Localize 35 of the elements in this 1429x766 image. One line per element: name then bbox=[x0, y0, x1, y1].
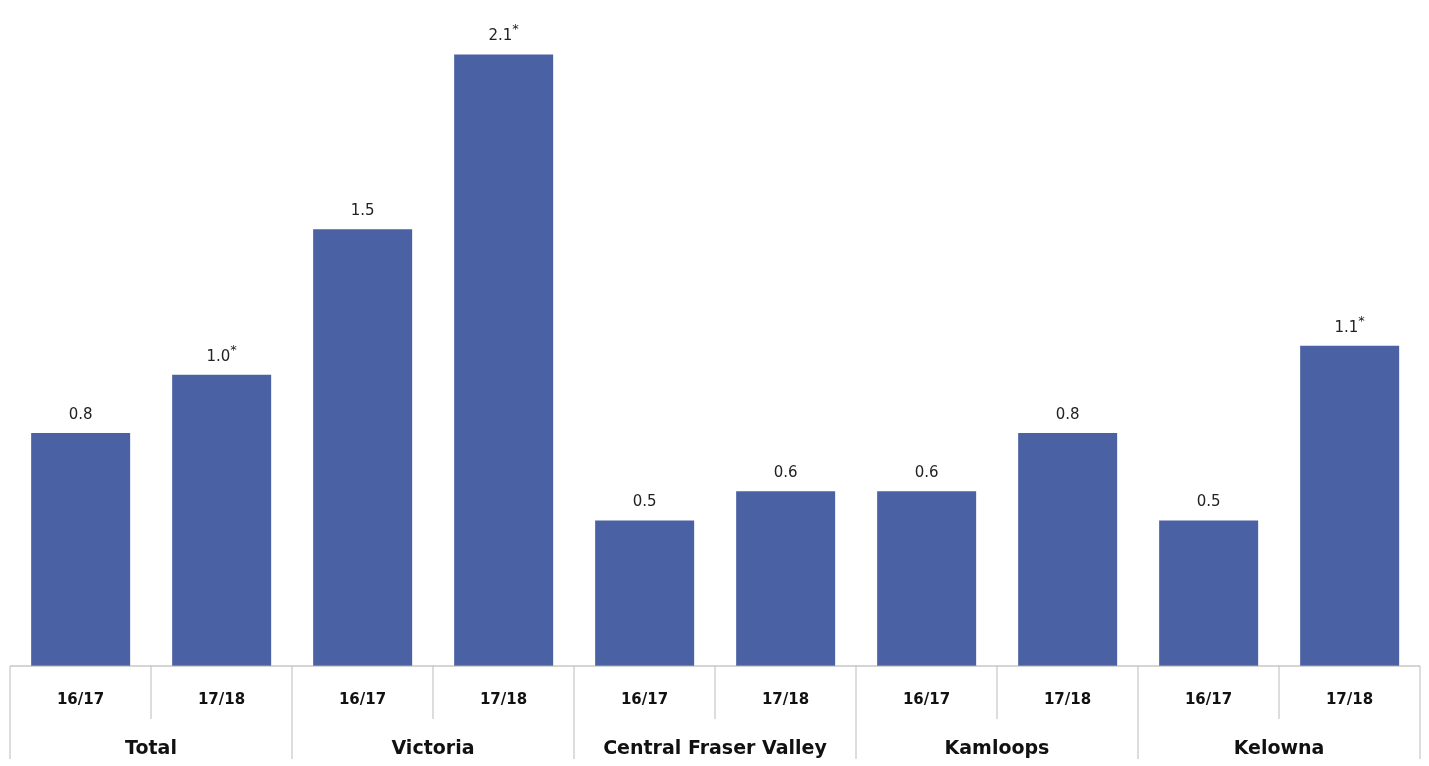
data-label: 1.5 bbox=[350, 201, 375, 220]
x-tick-label: 16/17 bbox=[620, 690, 669, 708]
x-tick-label: 16/17 bbox=[902, 690, 951, 708]
data-label: 1.0$^{*}$ bbox=[206, 341, 238, 365]
bar bbox=[877, 491, 977, 666]
x-tick-label: 17/18 bbox=[761, 690, 810, 708]
bar bbox=[454, 54, 554, 666]
bar bbox=[595, 520, 695, 666]
text: Victoria bbox=[391, 736, 475, 758]
x-tick-label: 16/17 bbox=[338, 690, 387, 708]
bar bbox=[31, 433, 131, 666]
data-label: 2.1$^{*}$ bbox=[488, 20, 520, 45]
x-tick-label: 16/17 bbox=[56, 690, 105, 708]
text: Central Fraser Valley bbox=[603, 736, 828, 758]
data-label: 0.6 bbox=[914, 463, 939, 482]
x-tick-label: 17/18 bbox=[479, 690, 528, 708]
x-tick-label: 17/18 bbox=[1325, 690, 1374, 708]
bar bbox=[172, 374, 272, 666]
bar bbox=[1159, 520, 1259, 666]
data-label: 0.8 bbox=[1055, 405, 1080, 424]
x-tick-label: 17/18 bbox=[197, 690, 246, 708]
data-label: 0.6 bbox=[773, 463, 798, 482]
text: Kelowna bbox=[1233, 736, 1325, 758]
data-label: 0.8 bbox=[68, 405, 93, 424]
data-label: 0.5 bbox=[1196, 492, 1221, 511]
text: Total bbox=[125, 736, 177, 758]
x-tick-label: 17/18 bbox=[1043, 690, 1092, 708]
x-tick-label: 16/17 bbox=[1184, 690, 1233, 708]
bar bbox=[1300, 345, 1400, 666]
text: Kamloops bbox=[944, 736, 1050, 758]
bar bbox=[313, 229, 413, 666]
bar bbox=[736, 491, 836, 666]
data-label: 1.1$^{*}$ bbox=[1334, 312, 1366, 336]
bar bbox=[1018, 433, 1118, 666]
data-label: 0.5 bbox=[632, 492, 657, 511]
